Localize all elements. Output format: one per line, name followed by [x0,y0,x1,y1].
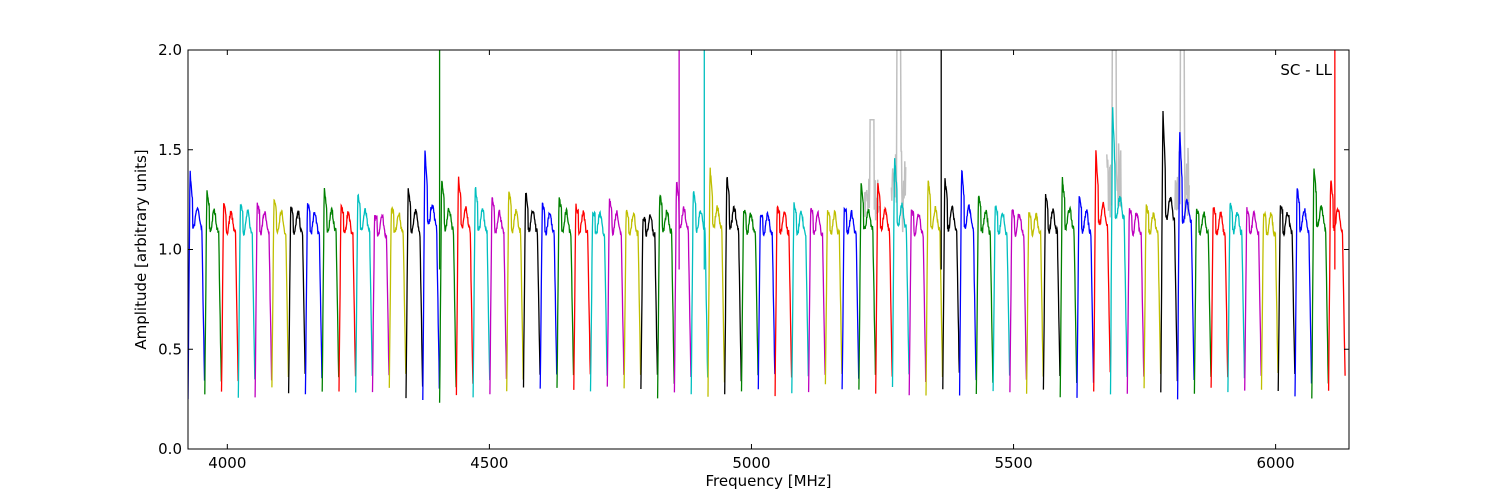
channel-trace [640,214,659,390]
channel-trace [673,181,692,393]
channel-trace [724,176,742,395]
channel-trace [304,203,323,395]
channel-trace [774,205,793,397]
channel-trace [1059,176,1078,398]
channel-trace [188,170,206,400]
x-axis-label: Frequency [MHz] [705,472,831,490]
channel-trace [220,202,239,392]
channel-trace [791,202,809,394]
channel-trace [438,180,457,403]
y-tick-label: 1.0 [158,241,182,259]
channel-trace [589,209,608,392]
channel-trace [1260,210,1279,390]
channel-trace [271,198,290,388]
channel-trace [522,192,541,388]
y-tick-label: 1.5 [158,141,182,159]
y-tick-label: 0.0 [158,440,182,458]
channel-trace [573,203,591,390]
channel-trace [371,213,390,393]
channel-trace [757,210,776,390]
chart-annotation: SC - LL [1280,61,1332,79]
channel-trace [455,176,474,396]
y-axis: 0.0 0.5 1.0 1.5 2.0 [158,41,1349,458]
channel-trace [1244,207,1262,391]
channel-trace [556,197,575,388]
channel-trace [1076,196,1095,398]
channel-trace [908,209,927,396]
channel-trace [1009,209,1028,393]
rfi-gray-trace [863,119,880,221]
rfi-gray-trace [1106,50,1122,218]
channel-trace [942,178,960,390]
channel-trace [1109,107,1128,395]
x-tick-label: 4500 [470,454,508,472]
x-axis: 4000 4500 5000 5500 6000 [208,50,1295,472]
channel-trace [489,197,508,395]
channel-trace [858,183,877,390]
rfi-gray-trace [1174,50,1190,220]
channel-trace [506,191,524,392]
channel-trace [1176,132,1195,400]
y-axis-label: Amplitude [arbitrary units] [132,149,150,349]
channel-trace [204,190,222,395]
channel-trace [1143,204,1162,389]
channel-trace [237,203,256,398]
channel-trace [891,158,910,388]
channel-trace [287,206,306,394]
y-tick-label: 0.5 [158,340,182,358]
channel-trace [975,195,994,395]
channel-trace [958,169,977,396]
channel-trace [1042,193,1061,390]
channel-trace [1327,180,1346,391]
channel-trace [740,209,759,392]
channel-trace [875,183,893,394]
channel-trace [321,187,340,392]
x-tick-label: 4000 [208,454,246,472]
channel-trace [606,198,625,387]
channel-trace [355,193,373,393]
channel-trace [1210,207,1229,388]
channel-trace [807,207,826,393]
y-tick-label: 2.0 [158,41,182,59]
channel-trace [338,203,357,392]
channel-trace [1025,212,1044,394]
channel-trace [925,180,944,396]
channel-trace [1193,208,1212,394]
channel-trace [254,202,273,398]
x-tick-label: 5500 [994,454,1032,472]
channel-trace [422,150,440,401]
channel-trace [1277,205,1296,392]
channel-trace [824,209,843,385]
channel-trace [1126,208,1145,394]
channel-trace [690,191,709,395]
channel-trace [656,194,675,399]
channel-trace [992,205,1011,392]
channel-trace [1160,110,1178,393]
x-tick-label: 5000 [732,454,770,472]
channel-trace [539,202,558,389]
channel-trace [388,206,407,388]
channel-trace [623,209,642,389]
channel-trace [1093,150,1111,392]
channel-trace [405,188,424,399]
channel-trace [472,186,491,398]
channel-trace [1227,202,1246,393]
x-tick-label: 6000 [1257,454,1295,472]
channel-trace [707,167,726,397]
channel-trace [1294,188,1313,397]
channel-trace [1311,168,1329,399]
plot-area [188,50,1346,403]
channel-trace [841,206,860,390]
